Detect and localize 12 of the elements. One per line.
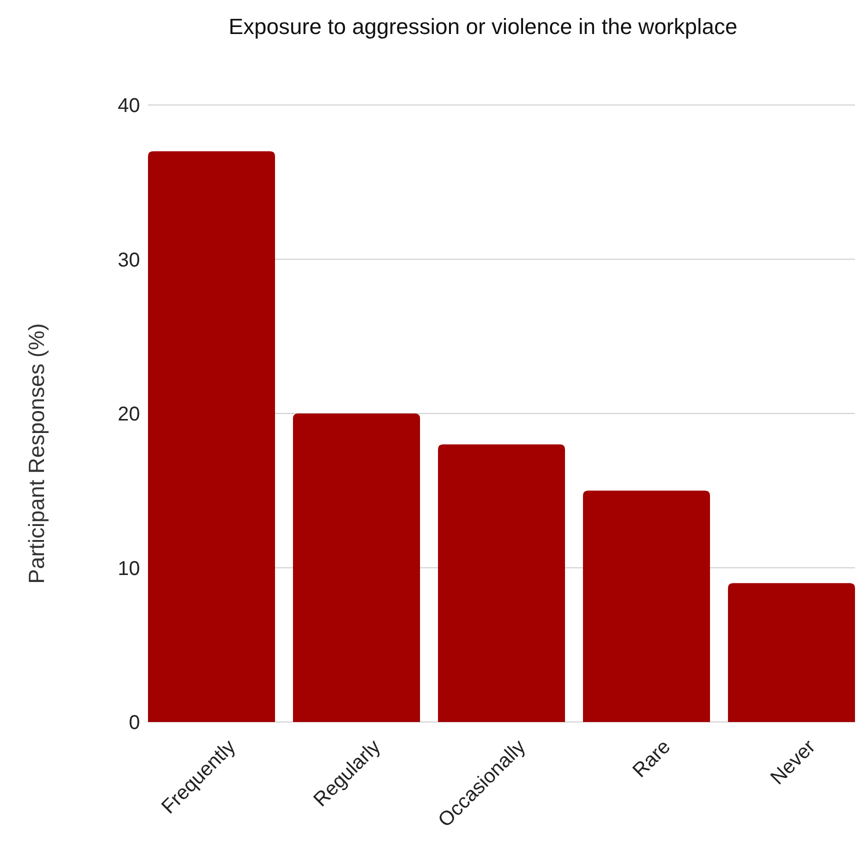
y-tick-label: 30 bbox=[118, 249, 140, 272]
bar bbox=[582, 490, 710, 722]
y-tick-label: 20 bbox=[118, 404, 140, 426]
bar bbox=[148, 151, 276, 722]
y-axis-title: Participant Responses (%) bbox=[24, 323, 49, 584]
bar bbox=[292, 414, 420, 722]
y-tick-label: 0 bbox=[128, 712, 140, 734]
y-tick-label: 10 bbox=[118, 558, 140, 580]
chart-title: Exposure to aggression or violence in the workplace bbox=[228, 14, 738, 39]
bar bbox=[438, 444, 566, 722]
y-tick-label: 40 bbox=[118, 95, 140, 117]
bar bbox=[728, 583, 855, 722]
